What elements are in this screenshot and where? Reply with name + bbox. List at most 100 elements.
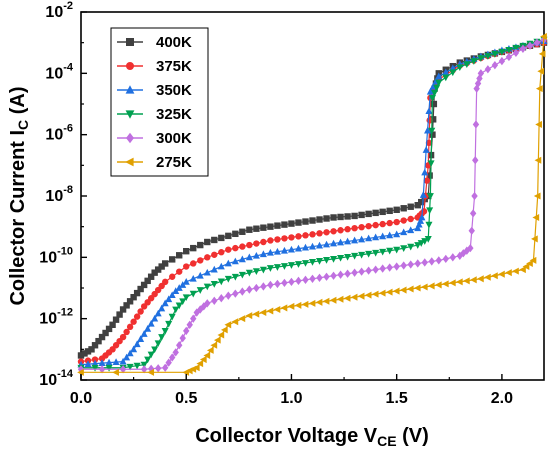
y-tick-label: 10-10 <box>39 245 73 266</box>
data-point <box>95 337 102 345</box>
data-point <box>287 302 295 310</box>
data-point <box>158 304 166 312</box>
data-point <box>358 235 366 243</box>
y-tick-exponent: -4 <box>63 61 74 73</box>
data-point <box>133 313 141 320</box>
data-point <box>116 311 123 318</box>
data-point <box>133 340 141 348</box>
data-point <box>344 237 352 245</box>
legend-entry-325K: 325K <box>117 106 192 123</box>
data-point <box>418 213 426 221</box>
data-point <box>427 282 435 290</box>
data-point <box>505 52 513 62</box>
data-point <box>175 284 183 291</box>
data-point <box>147 351 155 359</box>
y-tick-exponent: -8 <box>63 184 73 196</box>
data-point <box>429 116 437 123</box>
data-point <box>350 293 358 301</box>
data-point <box>343 294 351 302</box>
data-point <box>210 265 218 273</box>
data-point <box>309 231 316 238</box>
data-point <box>77 368 84 376</box>
data-point <box>467 243 474 253</box>
data-point <box>77 352 85 359</box>
data-point <box>253 225 260 232</box>
tick-layer: 0.0 0.5 1.0 1.5 2.0 10-14 10-12 10-10 10-8 10-6 10… <box>39 0 513 407</box>
data-point <box>238 255 246 263</box>
data-point <box>161 363 169 372</box>
data-point <box>295 233 302 240</box>
data-point <box>161 328 169 335</box>
x-tick-label: 1.0 <box>280 390 302 407</box>
data-point <box>477 275 484 283</box>
data-point <box>112 358 120 365</box>
data-point <box>358 211 365 219</box>
data-point <box>308 242 317 250</box>
data-point <box>273 247 281 255</box>
series-275K <box>77 33 547 376</box>
data-point <box>239 228 246 235</box>
data-point <box>365 210 372 218</box>
data-point <box>105 358 113 366</box>
data-point <box>407 226 415 234</box>
data-point <box>225 232 232 240</box>
data-point <box>540 33 547 41</box>
data-point <box>91 342 99 349</box>
data-point <box>252 268 260 275</box>
data-point <box>491 51 499 58</box>
data-point <box>344 226 351 233</box>
data-point <box>392 287 400 295</box>
data-point <box>259 309 267 317</box>
data-point <box>365 234 373 242</box>
data-point <box>259 266 267 274</box>
data-point <box>449 69 457 77</box>
data-point <box>217 278 225 286</box>
data-point <box>126 349 134 357</box>
data-point <box>323 257 331 264</box>
data-point <box>498 270 505 278</box>
data-point <box>203 283 211 291</box>
data-point <box>137 335 145 342</box>
data-point <box>140 330 148 337</box>
data-point <box>253 283 260 293</box>
x-tick-label: 1.5 <box>386 390 408 407</box>
data-point <box>137 285 144 293</box>
legend-label: 325K <box>156 106 192 123</box>
data-point <box>431 89 439 97</box>
data-point <box>126 298 134 305</box>
data-point <box>179 281 187 288</box>
data-point <box>154 364 162 373</box>
data-point <box>154 340 162 348</box>
data-point <box>337 238 345 246</box>
data-point <box>273 264 281 271</box>
data-point <box>344 253 352 261</box>
data-point <box>267 280 274 290</box>
y-tick-label: 10-4 <box>45 61 73 82</box>
data-point <box>498 48 506 56</box>
data-point <box>315 241 324 249</box>
data-point <box>472 120 480 129</box>
data-point <box>91 359 99 367</box>
data-point <box>147 364 155 373</box>
y-axis-title-unit: (A) <box>7 86 29 119</box>
x-tick-label: 0.0 <box>70 390 92 407</box>
data-point <box>421 238 429 245</box>
y-tick-label: 10-6 <box>45 123 73 144</box>
data-point <box>126 323 134 331</box>
data-point <box>190 314 197 323</box>
data-point <box>400 261 407 270</box>
legend-marker <box>126 62 134 70</box>
data-point <box>133 362 141 370</box>
data-point <box>295 276 302 286</box>
data-point <box>386 263 393 272</box>
data-point <box>400 228 408 236</box>
data-point <box>140 365 148 374</box>
data-point <box>252 310 260 318</box>
data-point <box>165 320 173 328</box>
data-point <box>323 272 330 281</box>
data-point <box>351 225 358 232</box>
data-point <box>386 247 394 255</box>
data-point <box>519 266 526 274</box>
data-point <box>351 236 359 244</box>
data-point <box>537 67 545 75</box>
